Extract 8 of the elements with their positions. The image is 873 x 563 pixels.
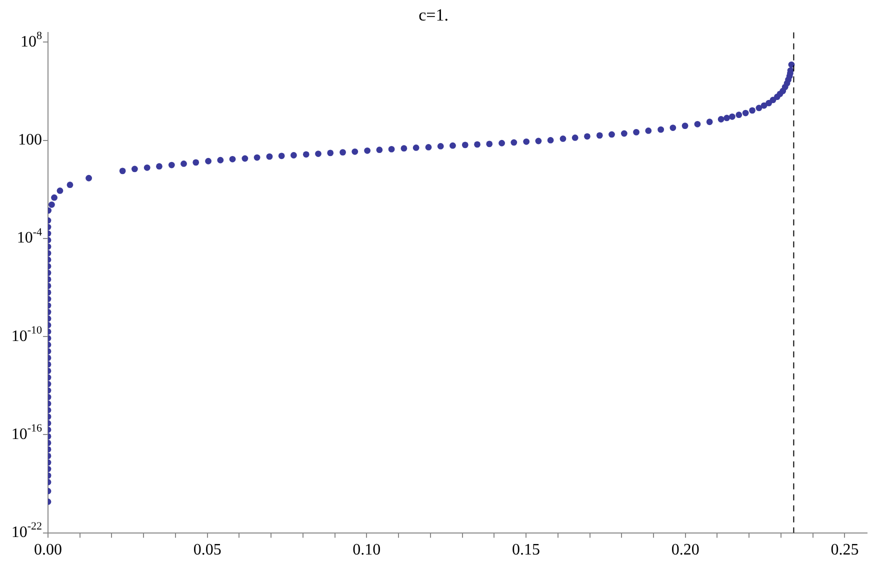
x-tick-label: 0.10 [352,542,381,559]
chart-title: c=1. [418,6,448,25]
x-tick-label: 0.05 [193,542,222,559]
x-tick-label: 0.20 [671,542,700,559]
y-tick-label: 100 [18,132,42,149]
x-tick-label: 0.25 [830,542,859,559]
x-tick-label: 0.00 [34,542,62,559]
x-tick-label: 0.15 [512,542,540,559]
